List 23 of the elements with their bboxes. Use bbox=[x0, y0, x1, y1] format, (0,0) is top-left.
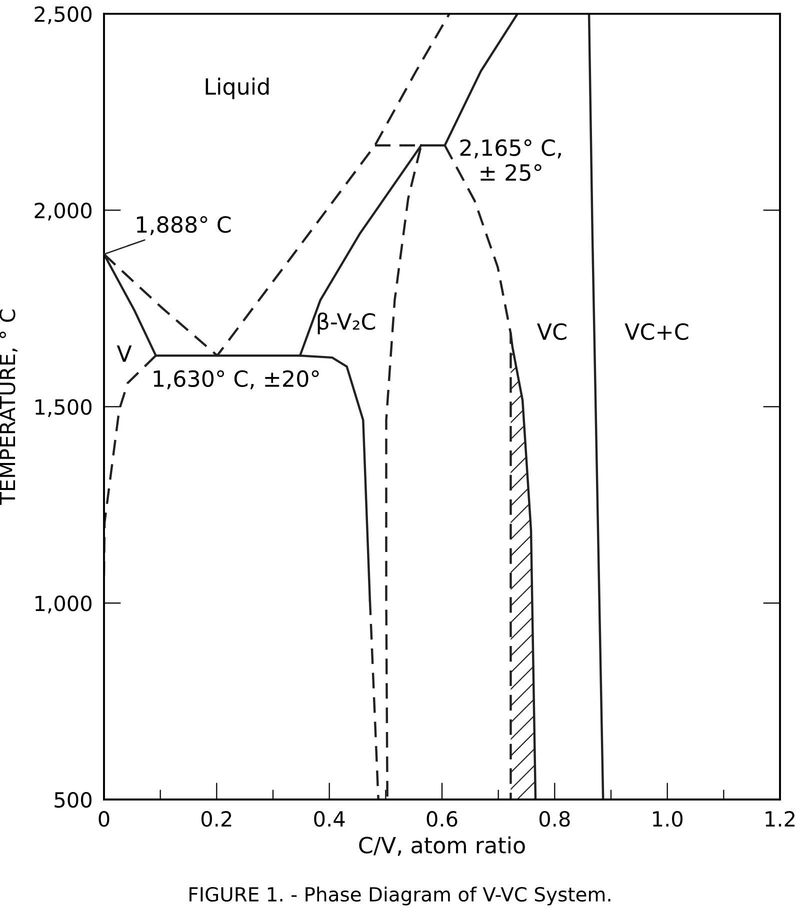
x-tick-label: 0.2 bbox=[201, 811, 232, 827]
annotation: VC bbox=[537, 323, 566, 340]
y-tick-label: 1,500 bbox=[36, 399, 92, 417]
x-tick-label: 0 bbox=[98, 811, 110, 827]
y-tick-label: 2,500 bbox=[34, 6, 92, 24]
annotation: Liquid bbox=[206, 78, 269, 100]
x-tick-label: 0.8 bbox=[539, 811, 570, 827]
x-axis-title: C/V, atom ratio bbox=[359, 836, 525, 856]
y-tick-label: 500 bbox=[54, 792, 92, 808]
x-tick-label: 1.0 bbox=[653, 811, 683, 827]
annotation: β-V₂C bbox=[318, 312, 376, 334]
caption: FIGURE 1. - Phase Diagram of V-VC System. bbox=[190, 886, 610, 906]
annotation: 2,165° C, ± 25° bbox=[460, 139, 561, 181]
annotation: VC+C bbox=[624, 323, 688, 340]
x-tick-label: 1.2 bbox=[766, 811, 794, 826]
annotation: 1,888° C bbox=[136, 216, 231, 236]
y-tick-label: 1,000 bbox=[36, 596, 92, 614]
x-tick-label: 0.4 bbox=[314, 811, 345, 827]
annotation: 1,630° C, ±20° bbox=[154, 370, 319, 390]
y-axis-title: TEMPERATURE, ° C bbox=[0, 310, 18, 505]
y-tick-label: 2,000 bbox=[34, 202, 92, 221]
x-tick-label: 0.6 bbox=[426, 811, 458, 827]
annotation: V bbox=[116, 346, 132, 362]
